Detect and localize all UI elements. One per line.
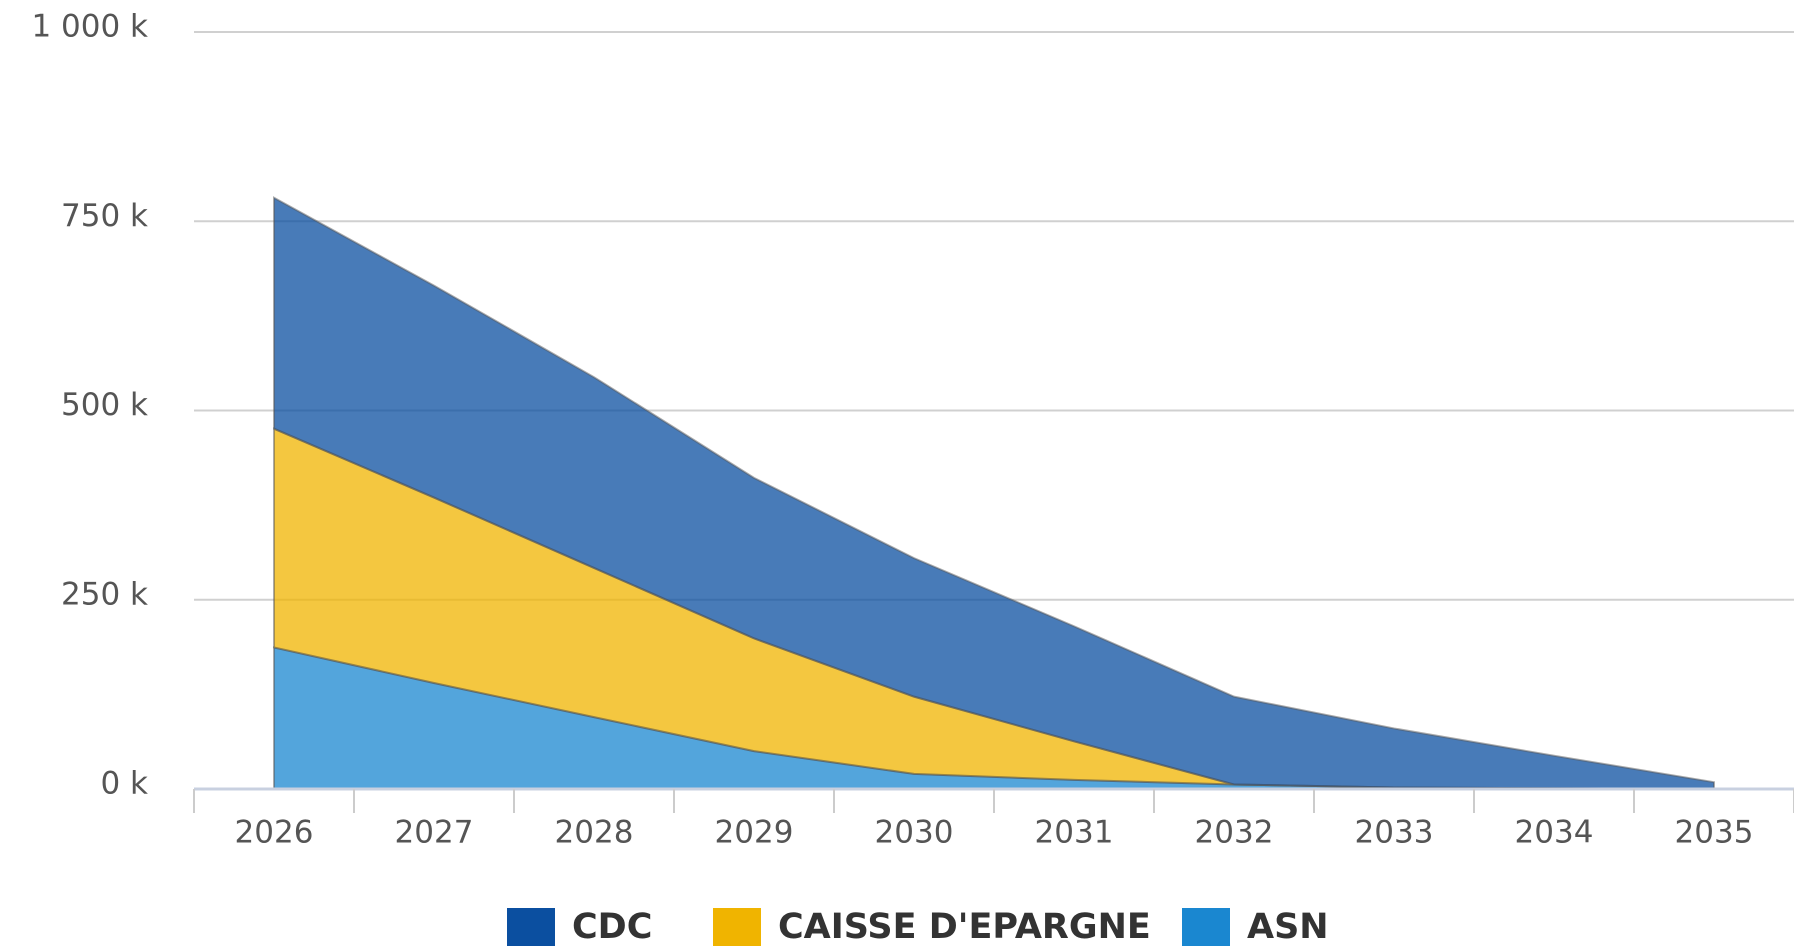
- x-tick-label: 2034: [1515, 815, 1594, 851]
- y-tick-label: 1 000 k: [31, 9, 148, 45]
- legend-label: ASN: [1247, 907, 1329, 946]
- x-tick-label: 2027: [395, 815, 474, 851]
- legend-swatch: [507, 908, 555, 946]
- legend-swatch: [1182, 908, 1230, 946]
- y-tick-label: 500 k: [61, 387, 148, 423]
- x-tick-label: 2033: [1355, 815, 1434, 851]
- x-tick-label: 2031: [1035, 815, 1114, 851]
- legend-label: CAISSE D'EPARGNE: [778, 907, 1151, 946]
- x-tick-label: 2035: [1675, 815, 1754, 851]
- legend-label: CDC: [572, 907, 652, 946]
- x-tick-label: 2028: [555, 815, 634, 851]
- y-tick-label: 250 k: [61, 576, 148, 612]
- y-tick-label: 750 k: [61, 198, 148, 234]
- x-tick-label: 2026: [235, 815, 314, 851]
- y-tick-label: 0 k: [100, 766, 148, 802]
- x-tick-label: 2029: [715, 815, 794, 851]
- legend-swatch: [713, 908, 761, 946]
- x-tick-label: 2030: [875, 815, 954, 851]
- x-tick-label: 2032: [1195, 815, 1274, 851]
